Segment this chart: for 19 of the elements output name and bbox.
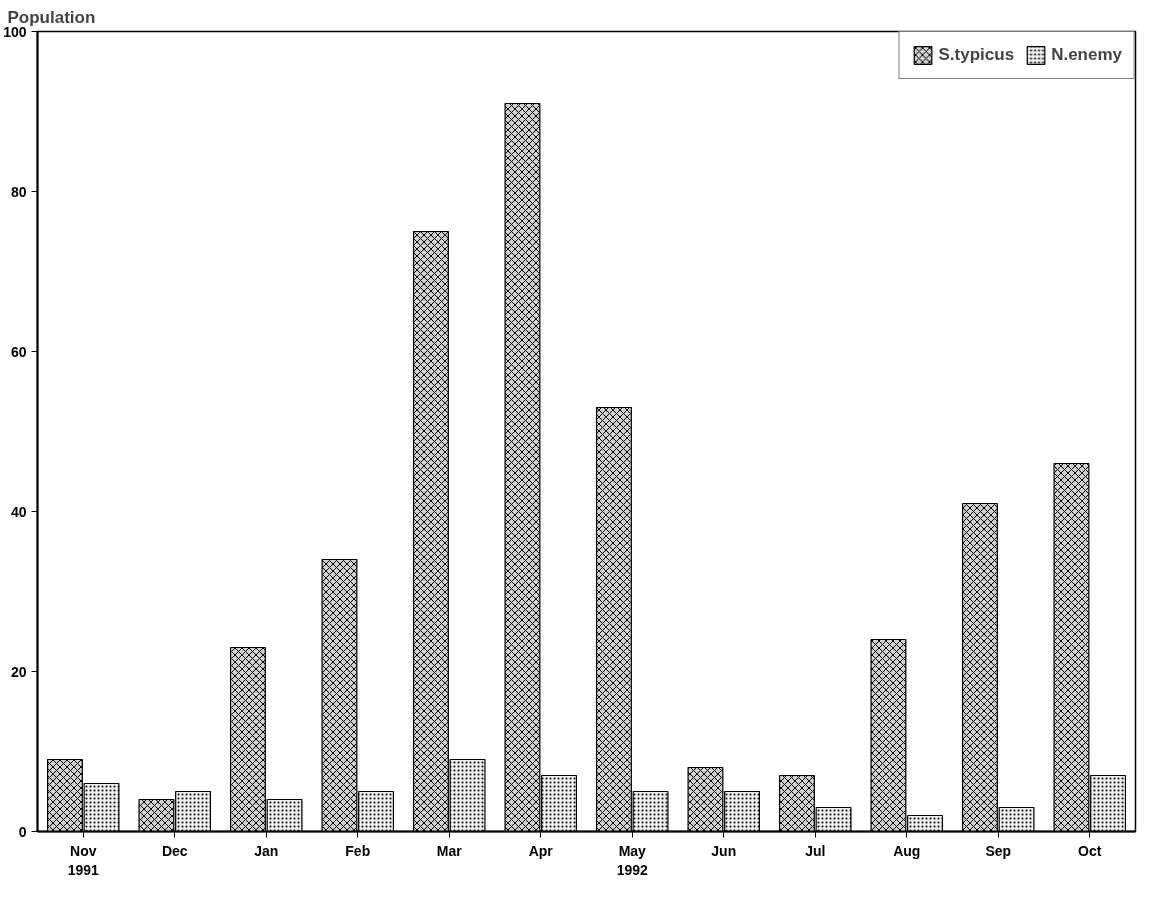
x-tick-label: Mar [436, 842, 463, 859]
x-tick-label: Feb [345, 842, 371, 859]
x-tick-label: Jan [254, 842, 279, 859]
y-tick-label: 40 [10, 503, 27, 520]
y-tick-label: 80 [10, 183, 27, 200]
x-tick-label: Sep [985, 842, 1012, 859]
y-tick-label: 0 [18, 823, 27, 840]
legend-label: S.typicus [938, 45, 1015, 65]
x-tick-label: Jun [711, 842, 737, 859]
x-tick-label: Jul [805, 842, 826, 859]
x-tick-label: Oct [1078, 842, 1102, 859]
y-tick-label: 20 [10, 663, 27, 680]
y-tick-label: 60 [10, 343, 27, 360]
x-tick-label: May 1992 [616, 842, 649, 878]
x-tick-label: Apr [528, 842, 554, 859]
x-tick-label: Aug [893, 842, 921, 859]
x-tick-label: Nov 1991 [67, 842, 100, 878]
x-tick-label: Dec [161, 842, 188, 859]
legend-label: N.enemy [1051, 45, 1122, 65]
